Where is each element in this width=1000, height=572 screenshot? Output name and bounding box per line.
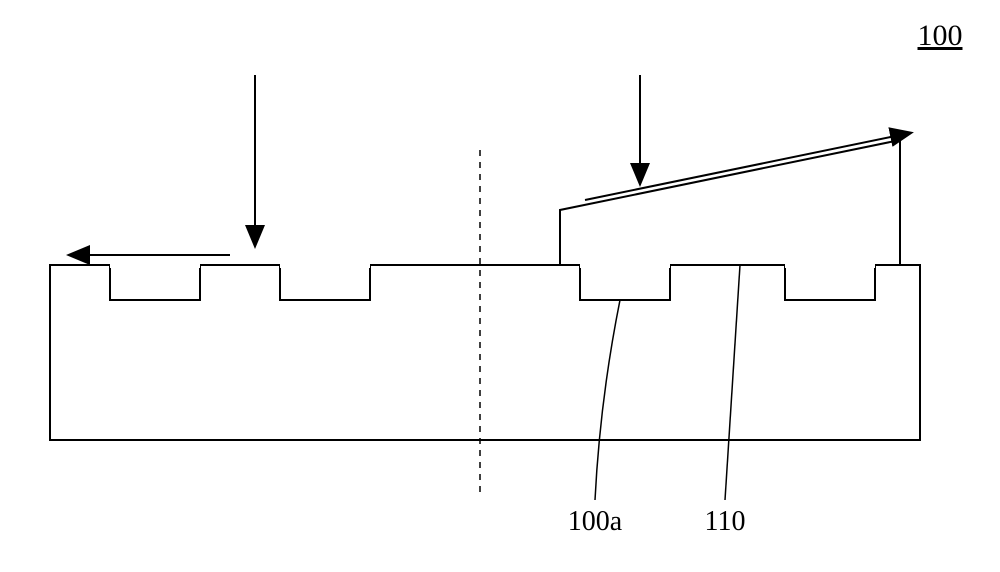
leader-well-label bbox=[595, 300, 620, 500]
well bbox=[785, 265, 875, 300]
label-well: 100a bbox=[568, 506, 623, 537]
diagram-canvas: 100 100a 110 bbox=[0, 0, 1000, 572]
well bbox=[280, 265, 370, 300]
wedge-shape bbox=[560, 140, 900, 265]
well bbox=[580, 265, 670, 300]
arrow-along-wedge bbox=[585, 133, 910, 200]
label-wedge: 110 bbox=[705, 506, 746, 537]
well bbox=[110, 265, 200, 300]
leader-wedge-label bbox=[725, 265, 740, 500]
label-main: 100 bbox=[918, 19, 963, 52]
